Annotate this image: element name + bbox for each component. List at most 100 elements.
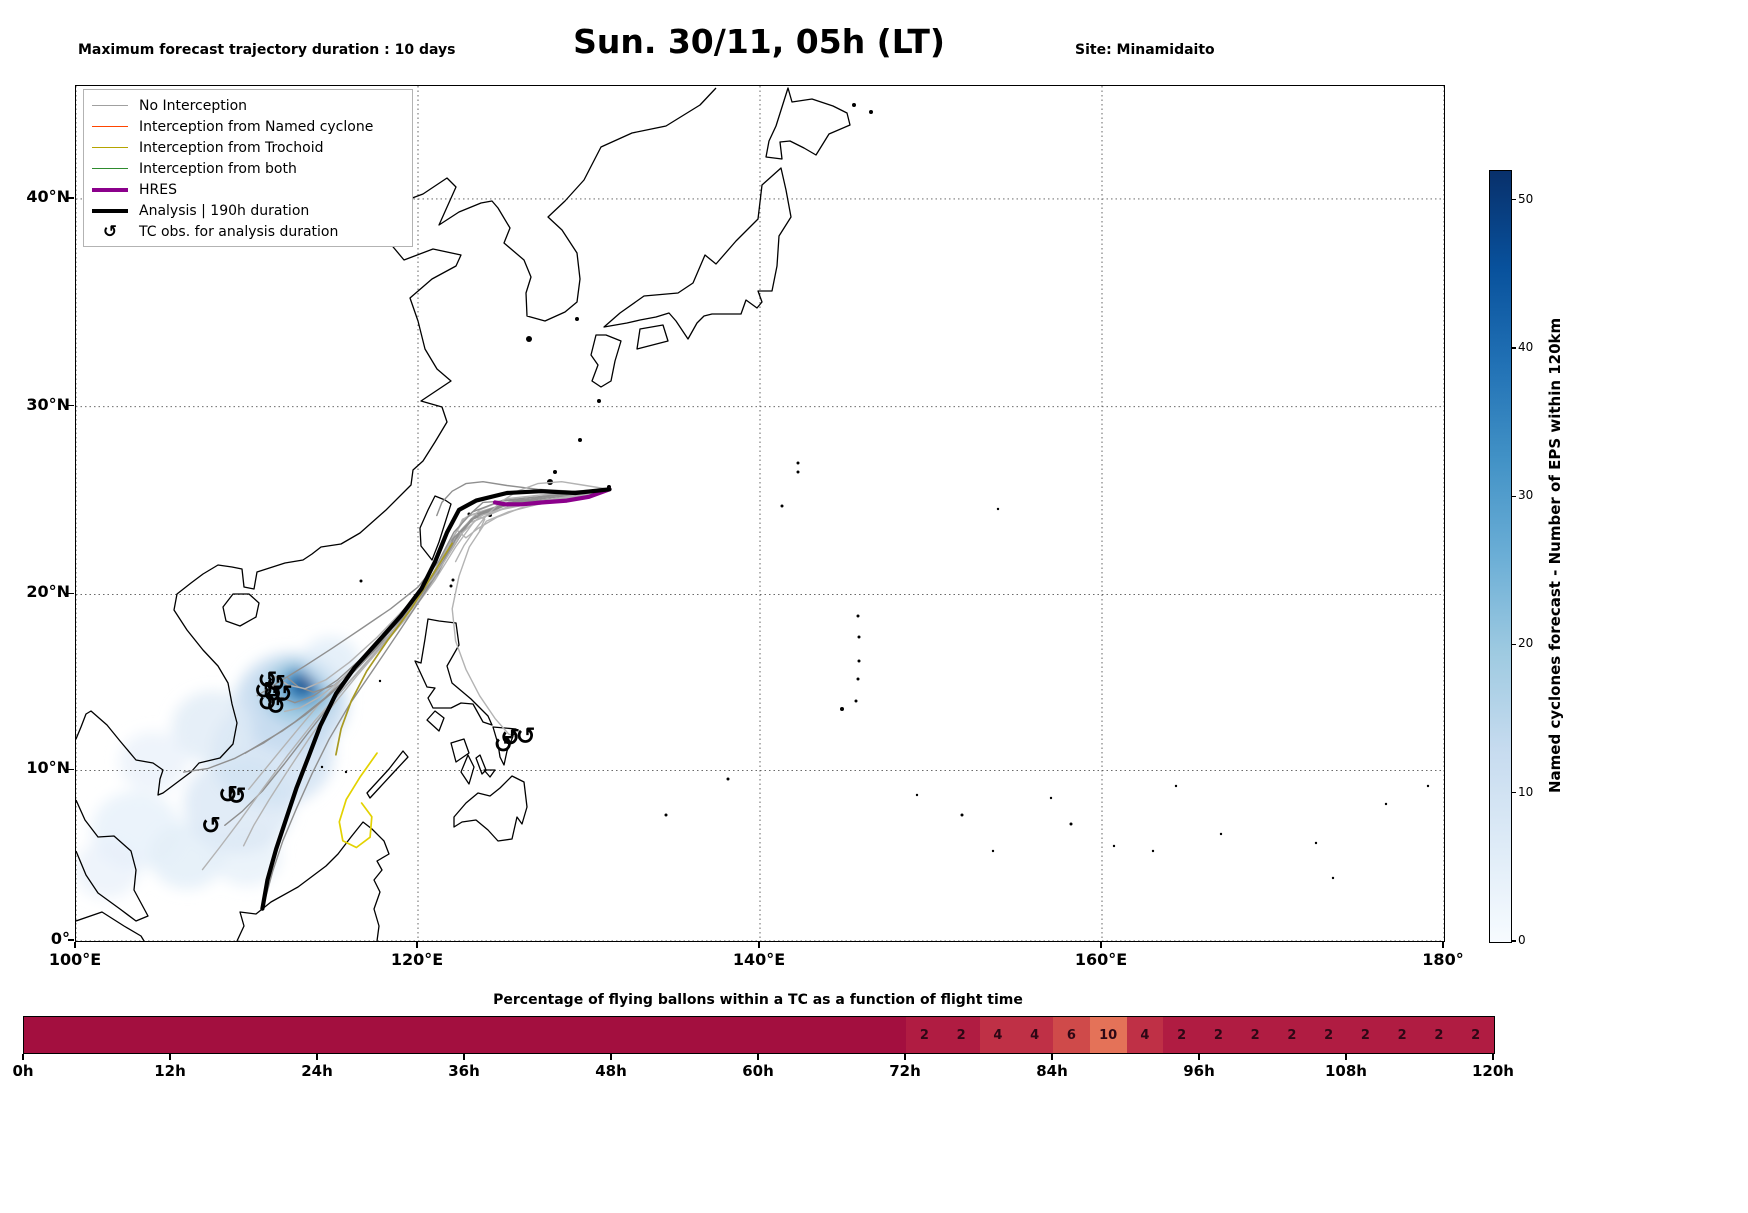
y-tick-mark xyxy=(68,404,74,407)
island-dot xyxy=(526,336,532,342)
legend-line-swatch xyxy=(92,208,128,213)
flight-bar-cell xyxy=(832,1017,870,1053)
flight-bar-tick-mark xyxy=(22,1054,24,1060)
tc-symbol: ↺ xyxy=(493,730,513,758)
valid-time-title: Sun. 30/11, 05h (LT) xyxy=(573,22,945,61)
y-tick-mark xyxy=(68,768,74,771)
island-dot xyxy=(1219,832,1223,836)
flight-bar-tick-label: 96h xyxy=(1183,1062,1215,1080)
legend-item: Interception from Named cyclone xyxy=(92,116,404,137)
legend-item: ↺ TC obs. for analysis duration xyxy=(92,221,404,242)
y-tick-mark xyxy=(68,939,74,941)
y-tick-label: 30°N xyxy=(26,394,70,414)
tc-symbol: ↺ xyxy=(273,680,293,708)
flight-bar-cell xyxy=(281,1017,318,1053)
flight-bar-cell: 6 xyxy=(1053,1017,1090,1053)
flight-bar-cell xyxy=(244,1017,282,1053)
flight-bar-cell: 4 xyxy=(1016,1017,1053,1053)
coastline-samar-leyte xyxy=(492,726,517,766)
colorbar-tick-mark xyxy=(1510,495,1516,497)
colorbar-tick-label: 30 xyxy=(1518,488,1534,503)
flight-bar-cell xyxy=(501,1017,539,1053)
island-dot xyxy=(578,438,582,442)
flight-bar-cell: 2 xyxy=(1457,1017,1494,1053)
colorbar-tick-label: 40 xyxy=(1518,339,1534,354)
legend-line-swatch xyxy=(92,125,128,128)
x-tick-mark xyxy=(1100,941,1102,948)
tc-symbol: ↺ xyxy=(266,692,286,720)
island-dot xyxy=(856,677,860,681)
ensemble-track xyxy=(454,481,611,563)
island-dot xyxy=(996,507,1000,511)
flight-bar-cell: 2 xyxy=(906,1017,943,1053)
flight-bar-tick-mark xyxy=(169,1054,171,1060)
map-legend: No Interception Interception from Named c… xyxy=(83,89,413,247)
cyclone-density-blob xyxy=(118,731,188,792)
island-dot xyxy=(553,470,557,474)
island-dot xyxy=(359,579,363,583)
x-tick-mark xyxy=(1442,941,1444,948)
legend-label: TC obs. for analysis duration xyxy=(139,223,339,240)
legend-label: Analysis | 190h duration xyxy=(139,202,310,219)
tc-observation-layer: ↺↺↺↺↺↺↺↺↺↺↺↺↺ xyxy=(201,666,536,839)
x-tick-label: 160°E xyxy=(1074,950,1128,969)
coastline-hokkaido xyxy=(765,87,851,160)
legend-line-icon xyxy=(92,125,128,128)
flight-bar-cell xyxy=(465,1017,502,1053)
flight-bar-tick-label: 120h xyxy=(1472,1062,1514,1080)
island-dot xyxy=(780,504,784,508)
colorbar-tick-mark xyxy=(1510,199,1516,201)
flight-bar-tick-label: 12h xyxy=(154,1062,186,1080)
flight-bar-cell: 2 xyxy=(1200,1017,1237,1053)
trochoid-track xyxy=(335,542,454,756)
island-dot xyxy=(378,679,382,683)
coastline-honshu xyxy=(603,167,792,340)
flight-bar-tick-mark xyxy=(610,1054,612,1060)
trochoid-track xyxy=(338,752,378,849)
flight-bar-cell xyxy=(795,1017,833,1053)
flight-bar-cell: 2 xyxy=(1236,1017,1274,1053)
tc-symbol: ↺ xyxy=(257,689,277,717)
coastline-layer xyxy=(76,87,1430,941)
legend-line-swatch xyxy=(92,104,128,107)
x-tick-label: 100°E xyxy=(48,950,102,969)
flight-bar-tick-label: 84h xyxy=(1036,1062,1068,1080)
island-dot xyxy=(869,110,873,114)
x-tick-label: 180° xyxy=(1422,950,1464,969)
flight-bar-cell xyxy=(428,1017,465,1053)
flight-bar-cell: 2 xyxy=(1273,1017,1311,1053)
island-dot xyxy=(597,399,601,403)
legend-line-swatch xyxy=(92,167,128,170)
flight-bar-cell: 4 xyxy=(1126,1017,1164,1053)
coastline-bohol xyxy=(483,769,496,778)
flight-bar-tick-label: 0h xyxy=(12,1062,34,1080)
flight-bar-cell xyxy=(575,1017,612,1053)
x-tick-mark xyxy=(74,941,76,948)
legend-item: Analysis | 190h duration xyxy=(92,200,404,221)
legend-line-icon xyxy=(92,208,128,213)
flight-bar-cell: 2 xyxy=(942,1017,980,1053)
graticule-layer xyxy=(76,86,1444,941)
flight-bar-tick-mark xyxy=(1051,1054,1053,1060)
flight-bar-tick-mark xyxy=(904,1054,906,1060)
coastline-taiwan xyxy=(419,495,452,561)
hres-track xyxy=(492,487,612,507)
param-max-duration: Maximum forecast trajectory duration : 1… xyxy=(78,42,456,58)
map-panel: ↺ ↺ ↺ ↺ ↺ ↺ ↺ ↺ ↺ ↺ ↺ ↺ ↺ No Interception Interceptio… xyxy=(75,85,1445,942)
island-dot xyxy=(1049,796,1053,800)
flight-bar-cell: 2 xyxy=(1420,1017,1458,1053)
island-dot xyxy=(1426,784,1430,788)
coastline-malay-peninsula xyxy=(76,799,149,922)
legend-item: Interception from both xyxy=(92,158,404,179)
flight-bar-cell: 2 xyxy=(1383,1017,1421,1053)
colorbar-tick-mark xyxy=(1510,643,1516,646)
legend-item: HRES xyxy=(92,179,404,200)
coastline-panay xyxy=(450,738,470,763)
colorbar-tick-label: 10 xyxy=(1518,784,1534,799)
island-dot xyxy=(575,317,579,321)
coastline-palawan xyxy=(366,750,409,799)
flight-bar-cell: 4 xyxy=(979,1017,1017,1053)
island-dot xyxy=(796,470,800,474)
flight-bar-cell xyxy=(538,1017,576,1053)
